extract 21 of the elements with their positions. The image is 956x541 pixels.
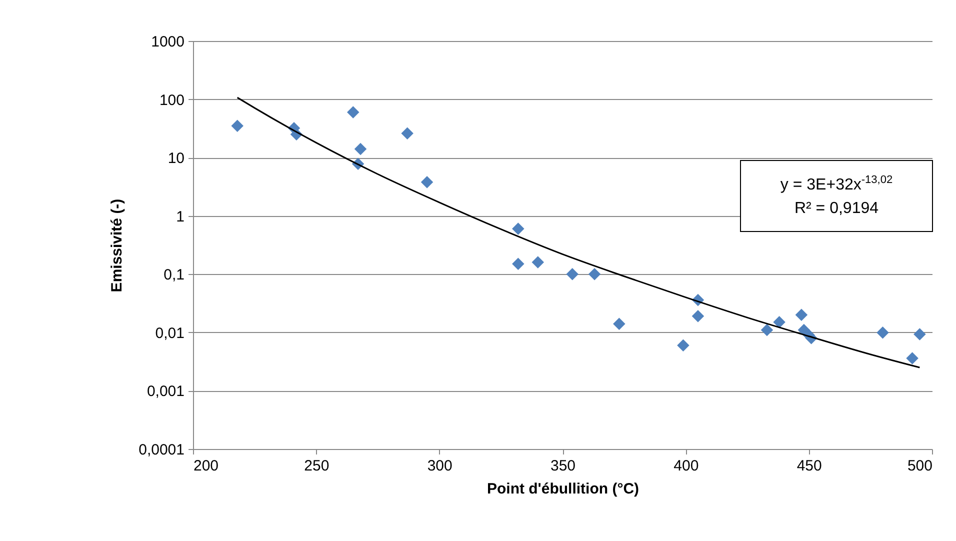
annotation: y = 3E+32x$^{-13,02}$: [779, 174, 894, 194]
x-axis-title: Point d'ébullition (°C): [486, 480, 640, 498]
x-tick-label: 200: [194, 458, 219, 474]
text-box: y = 3E+32x$^{-13,02}$ R² = 0,9194: [740, 160, 933, 232]
y-tick-label: 0,1: [164, 266, 184, 284]
y-tick-label: 0,01: [155, 324, 184, 342]
y-tick-label: 100: [159, 92, 184, 109]
x-tick-label: 250: [304, 458, 330, 474]
x-tick-label: 500: [907, 458, 932, 474]
line-series: [236, 96, 920, 368]
x-tick-label: 450: [796, 458, 822, 474]
y-tick-label: 1: [176, 208, 184, 226]
y-tick-label: 0,001: [146, 383, 184, 400]
x-tick-label: 300: [427, 458, 452, 474]
y-axis-title: Emissivité (-): [108, 198, 126, 292]
x-tick-label: 350: [550, 458, 576, 474]
y-tick-label: 0,0001: [138, 442, 184, 458]
annotation: R² = 0,9194: [793, 200, 880, 218]
y-tick-label: 10: [168, 150, 184, 168]
y-tick-label: 1000: [151, 34, 184, 50]
x-tick-label: 400: [674, 458, 699, 474]
